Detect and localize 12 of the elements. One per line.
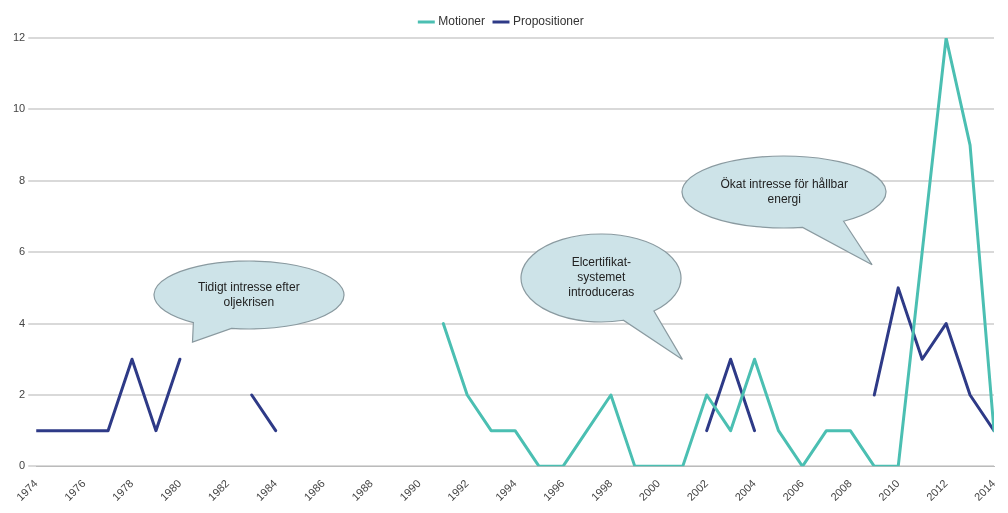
y-tick-label: 2 [19,388,26,400]
annotation: Ökat intresse för hållbar energi [719,176,849,209]
y-tick-label: 10 [12,102,26,115]
y-tick-label: 4 [19,316,26,329]
annotation: Elcertifikat-systemet introduceras [567,254,636,302]
y-tick-label: 8 [19,173,26,186]
legend-label: Motioner [438,14,485,29]
y-tick-label: 0 [19,459,26,472]
y-tick-label: 12 [12,31,26,44]
annotation: Tidigt intresse efter oljekrisen [197,279,301,311]
legend-label: Propositioner [512,14,584,29]
y-tick-label: 6 [19,245,26,258]
